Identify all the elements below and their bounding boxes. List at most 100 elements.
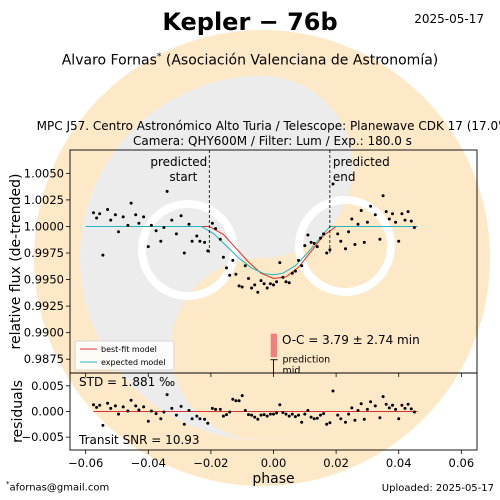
residuals-ylabel: residuals: [10, 380, 26, 443]
residual-point: [336, 413, 340, 417]
light-curve-ytick-label: 0.9975: [24, 246, 64, 260]
flux-point: [259, 279, 263, 283]
flux-point: [256, 290, 260, 294]
page-title: Kepler − 76b: [162, 8, 338, 36]
residual-point: [297, 413, 300, 417]
residual-point: [344, 420, 347, 424]
flux-point: [322, 232, 326, 236]
flux-point: [297, 258, 300, 262]
flux-point: [98, 212, 102, 216]
residual-point: [412, 410, 416, 414]
flux-point: [381, 194, 385, 198]
residual-point: [353, 418, 357, 422]
flux-point: [214, 227, 218, 231]
flux-point: [129, 201, 133, 205]
residual-point: [369, 400, 373, 404]
flux-point: [265, 286, 269, 290]
flux-point: [174, 232, 178, 236]
flux-point: [319, 236, 322, 240]
residual-point: [146, 419, 150, 423]
residuals-xtick-label: 0.06: [449, 456, 475, 470]
residual-point: [195, 414, 199, 418]
watermark-ring: [34, 30, 490, 486]
residual-point: [350, 406, 354, 410]
residual-point: [406, 402, 410, 406]
flux-point: [303, 244, 307, 248]
flux-point: [384, 210, 388, 214]
residual-point: [247, 413, 250, 417]
residual-point: [187, 409, 191, 412]
residual-point: [391, 403, 394, 407]
residual-point: [92, 403, 95, 407]
residual-point: [218, 407, 222, 411]
residuals-ytick-label: −0.005: [21, 430, 64, 444]
residual-point: [231, 397, 235, 401]
predicted-end-label: end: [333, 170, 356, 184]
residual-point: [309, 415, 313, 419]
residual-point: [95, 405, 99, 409]
flux-point: [339, 239, 343, 243]
residual-point: [243, 409, 247, 412]
residual-point: [142, 405, 146, 409]
observation-date: 2025-05-17: [414, 12, 484, 26]
author-affiliation: (Asociación Valenciana de Astronomía): [165, 52, 439, 69]
flux-point: [165, 189, 169, 193]
flux-point: [247, 277, 250, 280]
light-curve-ylabel: relative flux (de-trended): [8, 174, 24, 350]
residual-point: [397, 417, 401, 421]
model-line-best-fit: [85, 226, 418, 280]
residuals-xtick-label: 0.02: [323, 456, 349, 470]
flux-point: [278, 261, 282, 265]
residual-point: [221, 414, 225, 418]
flux-point: [221, 255, 225, 259]
flux-point: [309, 240, 313, 244]
email-text: afornas@gmail.com: [9, 482, 110, 494]
residual-point: [210, 406, 214, 410]
residual-point: [275, 411, 279, 415]
flux-point: [198, 239, 202, 243]
flux-point: [134, 213, 138, 217]
residual-point: [109, 406, 113, 410]
flux-point: [179, 214, 183, 218]
flux-point: [369, 204, 373, 208]
residual-point: [331, 389, 335, 393]
flux-point: [325, 251, 329, 255]
flux-point: [228, 273, 232, 277]
residual-point: [117, 412, 120, 416]
flux-point: [101, 253, 105, 257]
snr-label: Transit SNR = 10.93: [78, 433, 200, 447]
legend-entry: expected model: [101, 358, 166, 367]
author-line: Alvaro Fornas* (Asociación Valenciana de…: [0, 52, 500, 69]
flux-point: [403, 218, 407, 222]
flux-point: [262, 282, 266, 286]
prediction-mid-label: mid: [283, 366, 301, 377]
residual-point: [315, 416, 319, 420]
residual-point: [281, 411, 285, 414]
flux-point: [373, 213, 377, 217]
residual-point: [381, 395, 385, 399]
residual-point: [325, 422, 329, 426]
residual-point: [174, 413, 178, 417]
flux-point: [162, 226, 166, 229]
residual-point: [250, 413, 254, 417]
residual-point: [394, 407, 398, 411]
residual-point: [378, 416, 382, 420]
flux-point: [272, 283, 275, 287]
residual-point: [256, 417, 260, 421]
flux-point: [391, 212, 394, 216]
predicted-end-label: predicted: [333, 155, 390, 169]
flux-point: [406, 210, 410, 214]
residual-point: [293, 415, 297, 419]
residuals-xtick-label: −0.04: [131, 456, 166, 470]
residuals-xlabel: phase: [252, 471, 294, 487]
flux-point: [154, 229, 158, 233]
residual-point: [322, 412, 326, 416]
watermark-logo-e: [138, 200, 238, 300]
flux-point: [195, 234, 199, 238]
upload-date: Uploaded: 2025-05-17: [381, 483, 494, 494]
flux-point: [113, 213, 117, 217]
light-curve-ytick-label: 1.0025: [24, 193, 64, 207]
residual-point: [240, 394, 244, 398]
residual-point: [339, 417, 343, 421]
